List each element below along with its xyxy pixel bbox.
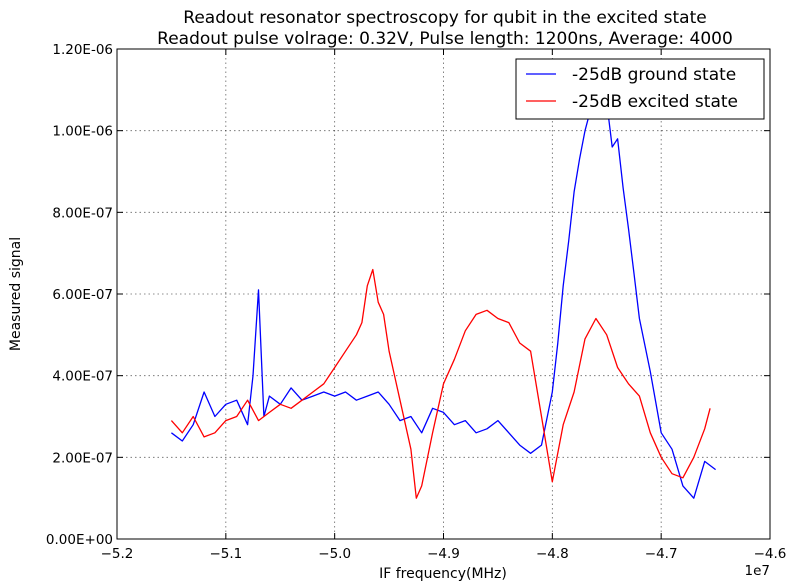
legend-box	[515, 58, 765, 120]
legend-label-excited-state: -25dB excited state	[572, 92, 738, 112]
y-tick-label: 8.00E-07	[52, 205, 113, 221]
series-excited-state-line	[170, 268, 711, 499]
y-axis-ticks: 0.00E+00 2.00E-07 4.00E-07 6.00E-07 8.00E-07…	[46, 42, 770, 548]
chart-subtitle: Readout pulse volrage: 0.32V, Pulse leng…	[157, 29, 733, 49]
x-tick-label: −5.1	[209, 546, 242, 562]
y-tick-label: 2.00E-07	[52, 450, 113, 466]
x-tick-label: −5.0	[318, 546, 351, 562]
chart-title: Readout resonator spectroscopy for qubit…	[183, 8, 706, 28]
plot-frame	[116, 48, 771, 540]
plot-series	[170, 97, 716, 499]
y-tick-label: 4.00E-07	[52, 369, 113, 385]
x-tick-label: −4.6	[754, 546, 787, 562]
x-tick-label: −5.2	[101, 546, 134, 562]
y-tick-label: 1.20E-06	[52, 42, 113, 58]
x-axis-ticks: −5.2 −5.1 −5.0 −4.9 −4.8 −4.7 −4.6	[101, 49, 787, 562]
grid-lines	[116, 48, 771, 540]
y-tick-label: 0.00E+00	[46, 532, 113, 548]
legend-label-ground-state: -25dB ground state	[572, 65, 736, 85]
y-axis-label: Measured signal	[8, 237, 24, 351]
x-axis-offset-label: 1e7	[745, 563, 770, 579]
y-tick-label: 6.00E-07	[52, 287, 113, 303]
x-tick-label: −4.7	[645, 546, 678, 562]
legend: -25dB ground state -25dB excited state	[515, 58, 765, 120]
x-axis-label: IF frequency(MHz)	[379, 566, 507, 582]
x-tick-label: −4.8	[536, 546, 569, 562]
y-tick-label: 1.00E-06	[52, 124, 113, 140]
x-tick-label: −4.9	[427, 546, 460, 562]
